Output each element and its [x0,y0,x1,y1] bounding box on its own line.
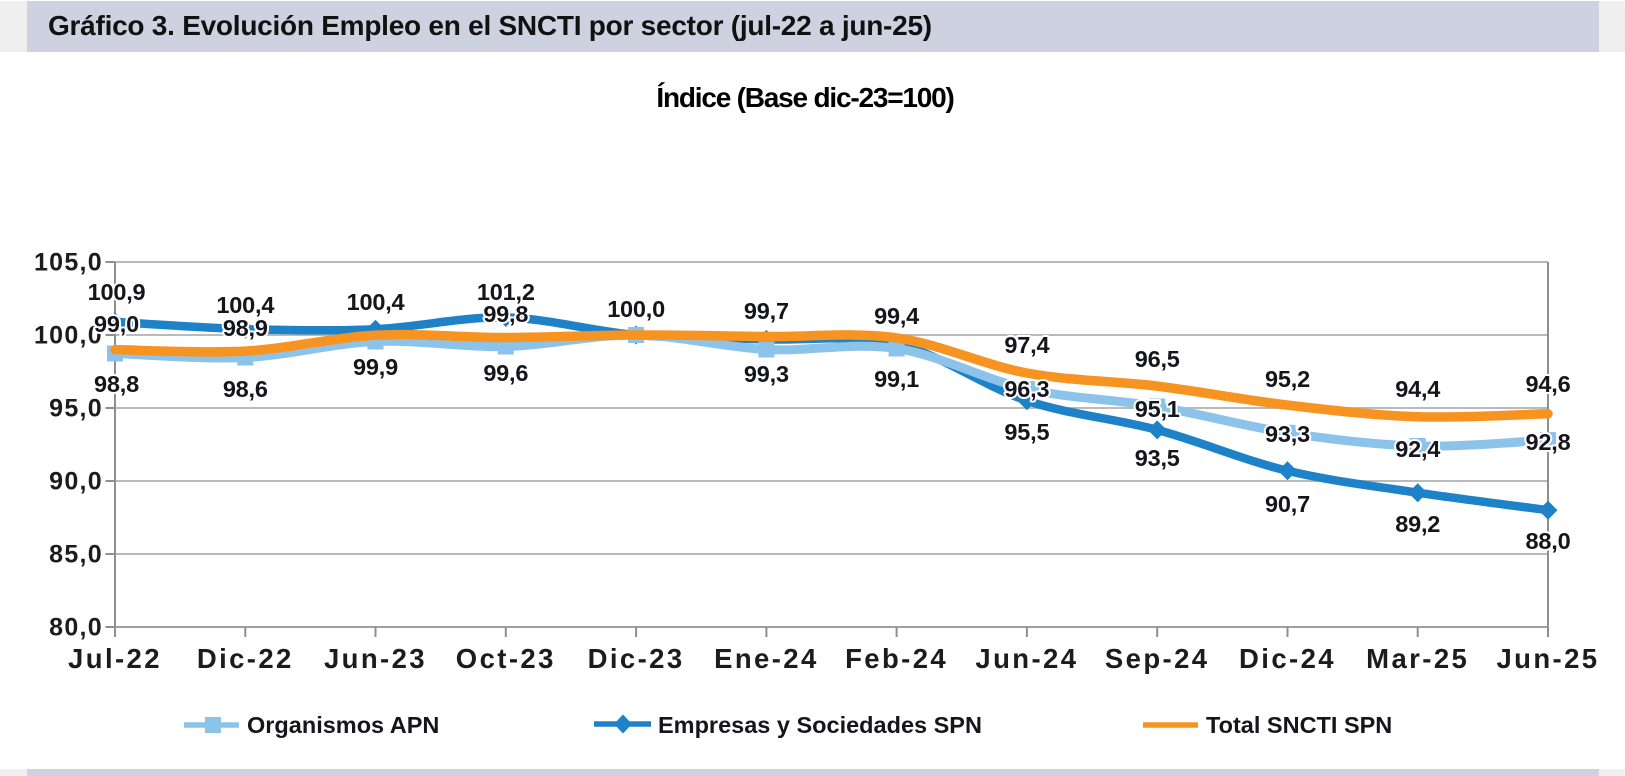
svg-text:98,6: 98,6 [223,376,268,402]
svg-text:99,4: 99,4 [874,303,919,329]
svg-text:95,2: 95,2 [1265,366,1310,392]
svg-text:99,3: 99,3 [744,361,789,387]
svg-text:92,8: 92,8 [1526,429,1571,455]
svg-text:93,3: 93,3 [1265,421,1310,447]
svg-text:90,0: 90,0 [49,468,103,496]
svg-text:99,1: 99,1 [874,366,919,392]
svg-text:Mar-25: Mar-25 [1366,643,1469,674]
svg-text:Dic-22: Dic-22 [197,643,294,674]
svg-text:93,5: 93,5 [1135,445,1180,471]
svg-text:99,0: 99,0 [94,311,139,337]
svg-text:Jun-24: Jun-24 [975,643,1078,674]
svg-text:101,2: 101,2 [477,279,535,305]
svg-text:Jun-25: Jun-25 [1496,643,1599,674]
svg-text:95,0: 95,0 [49,395,103,423]
svg-text:90,7: 90,7 [1265,491,1310,517]
svg-text:105,0: 105,0 [34,249,103,277]
svg-text:Organismos APN: Organismos APN [247,712,439,738]
svg-text:80,0: 80,0 [49,614,103,642]
svg-text:98,8: 98,8 [94,371,139,397]
svg-text:100,0: 100,0 [34,322,103,350]
svg-text:Feb-24: Feb-24 [845,643,948,674]
svg-text:Jun-23: Jun-23 [324,643,427,674]
svg-text:88,0: 88,0 [1526,528,1571,554]
svg-text:99,9: 99,9 [353,354,398,380]
svg-text:94,4: 94,4 [1395,376,1440,402]
svg-text:89,2: 89,2 [1395,511,1440,537]
svg-text:85,0: 85,0 [49,541,103,569]
svg-text:Total SNCTI SPN: Total SNCTI SPN [1206,712,1392,738]
svg-text:Sep-24: Sep-24 [1105,643,1210,674]
svg-text:95,1: 95,1 [1135,396,1180,422]
svg-text:95,5: 95,5 [1004,419,1049,445]
svg-text:Empresas y Sociedades SPN: Empresas y Sociedades SPN [658,712,982,738]
svg-text:94,6: 94,6 [1526,371,1571,397]
svg-text:98,9: 98,9 [223,315,268,341]
svg-text:96,5: 96,5 [1135,346,1180,372]
svg-text:97,4: 97,4 [1004,332,1049,358]
svg-text:100,4: 100,4 [347,289,405,315]
svg-text:92,4: 92,4 [1395,436,1440,462]
svg-text:Jul-22: Jul-22 [68,643,162,674]
svg-text:100,4: 100,4 [216,292,274,318]
svg-text:99,6: 99,6 [483,360,528,386]
svg-text:100,0: 100,0 [607,296,665,322]
svg-text:Ene-24: Ene-24 [714,643,819,674]
svg-text:96,3: 96,3 [1004,376,1049,402]
svg-text:Dic-24: Dic-24 [1239,643,1336,674]
svg-text:Oct-23: Oct-23 [456,643,556,674]
svg-text:99,8: 99,8 [483,301,528,327]
svg-text:100,9: 100,9 [88,279,146,305]
svg-text:Dic-23: Dic-23 [588,643,685,674]
svg-text:99,7: 99,7 [744,298,789,324]
